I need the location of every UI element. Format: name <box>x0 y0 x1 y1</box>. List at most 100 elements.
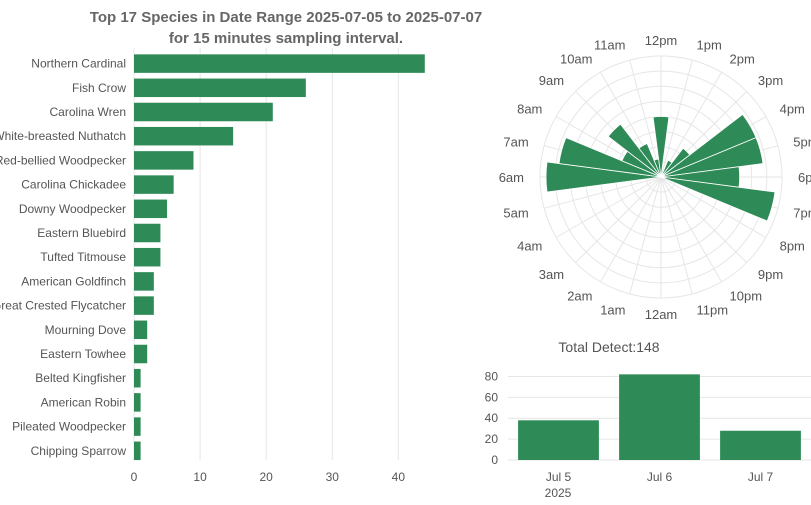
daily-y-tick: 60 <box>485 390 499 404</box>
daily-bar <box>720 430 801 460</box>
polar-hour-label: 8am <box>517 102 542 117</box>
polar-wedge <box>660 176 776 222</box>
polar-hour-label: 7pm <box>793 206 811 221</box>
species-label: Northern Cardinal <box>31 57 126 71</box>
daily-chart-title: Total Detect:148 <box>558 339 659 355</box>
species-x-tick: 40 <box>392 470 406 484</box>
species-label: White-breasted Nuthatch <box>0 129 126 143</box>
polar-spoke <box>660 71 722 178</box>
polar-hour-label: 1pm <box>697 38 722 53</box>
species-bar <box>134 272 154 291</box>
daily-detections-chart: Total Detect:148 0 20 40 60 80 Jul 5 Jul 6 Jul… <box>485 339 811 500</box>
polar-hour-label: 5am <box>503 206 528 221</box>
species-bar <box>134 151 194 170</box>
daily-bar <box>619 374 700 460</box>
polar-spoke <box>629 176 662 295</box>
polar-hour-label: 10am <box>560 51 593 66</box>
species-label: Red-bellied Woodpecker <box>0 153 126 167</box>
polar-hour-label: 4am <box>517 239 542 254</box>
species-chart-title-line1: Top 17 Species in Date Range 2025-07-05 … <box>90 9 482 26</box>
species-bar <box>134 296 154 315</box>
species-label: Carolina Wren <box>50 105 126 119</box>
species-x-tick: 0 <box>131 470 138 484</box>
polar-hour-label: 10pm <box>730 289 763 304</box>
species-bar <box>134 78 306 98</box>
species-chart: Top 17 Species in Date Range 2025-07-05 … <box>0 9 482 484</box>
polar-wedge <box>638 142 662 178</box>
daily-y-tick: 80 <box>485 369 499 383</box>
polar-hour-label: 5pm <box>793 135 811 150</box>
daily-y-tick: 0 <box>491 453 498 467</box>
daily-x-tick: Jul 5 <box>546 470 572 484</box>
polar-spoke <box>660 176 693 295</box>
polar-spoke <box>660 176 747 263</box>
species-bar <box>134 393 141 412</box>
species-label: Eastern Towhee <box>40 347 126 361</box>
polar-hour-label: 1am <box>600 302 625 317</box>
polar-spoke <box>660 176 767 238</box>
species-label: Belted Kingfisher <box>35 371 126 385</box>
polar-wedge <box>607 123 662 178</box>
polar-wedge <box>660 137 764 178</box>
polar-spoke <box>555 176 662 238</box>
species-label: Tufted Titmouse <box>40 250 126 264</box>
species-x-tick: 30 <box>326 470 340 484</box>
species-x-tick: 10 <box>193 470 207 484</box>
polar-wedge <box>545 161 662 193</box>
polar-hour-label: 6pm <box>798 170 811 185</box>
polar-hour-label: 6am <box>499 170 524 185</box>
polar-hour-label: 9am <box>539 73 564 88</box>
polar-hour-label: 3am <box>539 267 564 282</box>
polar-hour-label: 9pm <box>758 267 783 282</box>
species-label: Fish Crow <box>72 81 126 95</box>
species-bar <box>134 417 141 436</box>
daily-x-tick: Jul 7 <box>748 470 774 484</box>
polar-hour-label: 4pm <box>780 102 805 117</box>
species-bar <box>134 199 168 219</box>
daily-x-tick: Jul 6 <box>647 470 673 484</box>
polar-hour-label: 3pm <box>758 73 783 88</box>
polar-spoke <box>660 176 722 283</box>
polar-wedge <box>652 116 670 178</box>
polar-spoke <box>575 176 662 263</box>
polar-hour-label: 12am <box>645 307 678 322</box>
species-bar <box>134 441 141 461</box>
daily-y-tick: 40 <box>485 411 499 425</box>
daily-year-label: 2025 <box>545 486 572 500</box>
species-bar <box>134 320 148 340</box>
species-bar <box>134 54 425 73</box>
polar-hour-label: 11pm <box>697 302 729 317</box>
polar-spoke <box>543 176 662 209</box>
polar-spoke <box>629 59 662 178</box>
species-bar <box>134 344 148 364</box>
species-label: Great Crested Flycatcher <box>0 299 126 313</box>
polar-hour-label: 12pm <box>645 33 678 48</box>
species-x-tick: 20 <box>259 470 273 484</box>
species-bar <box>134 223 161 243</box>
species-label: Eastern Bluebird <box>37 226 126 240</box>
polar-hour-label: 2am <box>567 289 592 304</box>
species-bar <box>134 368 141 388</box>
species-bar <box>134 247 161 267</box>
species-bar <box>134 102 273 122</box>
species-label: Mourning Dove <box>45 323 127 337</box>
species-label: American Goldfinch <box>21 274 126 288</box>
polar-spoke <box>660 59 693 178</box>
species-label: Downy Woodpecker <box>19 202 126 216</box>
species-label: Pileated Woodpecker <box>12 420 126 434</box>
daily-bar <box>518 420 599 460</box>
species-chart-title-line2: for 15 minutes sampling interval. <box>169 30 403 47</box>
daily-y-tick: 20 <box>485 432 499 446</box>
species-label: Carolina Chickadee <box>21 178 126 192</box>
polar-hour-label: 2pm <box>730 51 755 66</box>
species-label: Chipping Sparrow <box>31 444 127 458</box>
polar-hour-label: 7am <box>503 135 528 150</box>
species-bar <box>134 175 174 194</box>
species-bar <box>134 126 234 146</box>
species-label: American Robin <box>41 395 126 409</box>
polar-spoke <box>600 176 662 283</box>
polar-hour-label: 8pm <box>780 239 805 254</box>
